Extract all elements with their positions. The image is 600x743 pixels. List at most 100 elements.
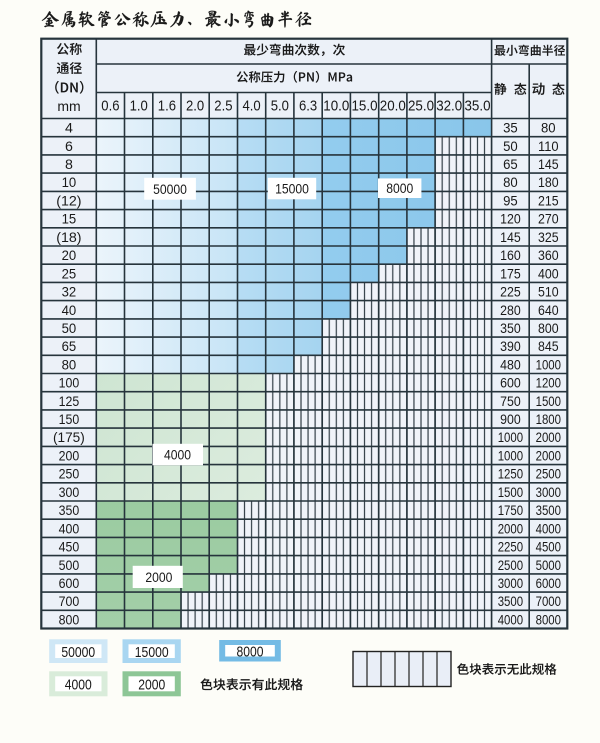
svg-text:110: 110 <box>538 139 559 155</box>
svg-text:3500: 3500 <box>536 503 561 519</box>
svg-text:510: 510 <box>538 285 559 301</box>
svg-text:80: 80 <box>541 121 556 137</box>
svg-text:80: 80 <box>62 357 77 373</box>
svg-text:5000: 5000 <box>536 558 561 574</box>
svg-text:1500: 1500 <box>536 394 561 410</box>
svg-text:(175): (175) <box>53 430 85 446</box>
svg-text:15000: 15000 <box>135 645 169 661</box>
svg-text:32: 32 <box>62 285 77 301</box>
svg-text:6: 6 <box>65 139 73 155</box>
svg-text:4.0: 4.0 <box>243 98 261 115</box>
svg-text:325: 325 <box>538 230 559 246</box>
svg-text:2000: 2000 <box>498 521 523 537</box>
svg-text:50000: 50000 <box>153 182 187 198</box>
svg-text:3000: 3000 <box>498 576 523 592</box>
svg-text:845: 845 <box>538 339 559 355</box>
svg-text:8000: 8000 <box>536 612 561 628</box>
svg-text:4000: 4000 <box>536 521 561 537</box>
svg-text:390: 390 <box>500 339 521 355</box>
svg-text:5.0: 5.0 <box>271 98 289 115</box>
svg-text:600: 600 <box>59 576 80 592</box>
svg-text:4000: 4000 <box>65 678 92 694</box>
svg-text:35: 35 <box>503 121 518 137</box>
svg-text:100: 100 <box>59 376 80 392</box>
svg-text:(12): (12) <box>56 194 81 210</box>
svg-text:4000: 4000 <box>498 612 523 628</box>
svg-text:280: 280 <box>500 303 521 319</box>
svg-text:2000: 2000 <box>536 449 561 465</box>
svg-text:1750: 1750 <box>498 503 523 519</box>
svg-text:250: 250 <box>59 467 80 483</box>
svg-text:50: 50 <box>62 321 77 337</box>
svg-text:800: 800 <box>538 321 559 337</box>
svg-text:150: 150 <box>59 412 80 428</box>
svg-text:2.5: 2.5 <box>214 98 232 115</box>
svg-text:40: 40 <box>62 303 77 319</box>
svg-text:95: 95 <box>503 194 518 210</box>
svg-text:80: 80 <box>503 175 518 191</box>
svg-text:360: 360 <box>538 248 559 264</box>
svg-text:20.0: 20.0 <box>380 98 406 115</box>
svg-text:120: 120 <box>500 212 521 228</box>
svg-text:500: 500 <box>59 558 80 574</box>
svg-text:1800: 1800 <box>536 412 561 428</box>
svg-text:2000: 2000 <box>536 430 561 446</box>
svg-text:8000: 8000 <box>237 645 264 661</box>
svg-text:800: 800 <box>59 612 80 628</box>
svg-text:4: 4 <box>65 121 73 137</box>
svg-text:270: 270 <box>538 212 559 228</box>
svg-text:450: 450 <box>59 540 80 556</box>
svg-text:0.6: 0.6 <box>101 98 119 115</box>
svg-text:(18): (18) <box>56 230 81 246</box>
svg-text:4000: 4000 <box>164 447 191 463</box>
svg-text:8: 8 <box>65 157 73 173</box>
svg-text:1250: 1250 <box>498 467 523 483</box>
svg-text:1000: 1000 <box>536 357 561 373</box>
svg-text:1000: 1000 <box>498 430 523 446</box>
svg-text:3000: 3000 <box>536 485 561 501</box>
svg-text:1.6: 1.6 <box>158 98 176 115</box>
svg-text:6.3: 6.3 <box>299 98 317 115</box>
svg-text:2.0: 2.0 <box>186 98 204 115</box>
svg-text:900: 900 <box>500 412 521 428</box>
svg-text:2500: 2500 <box>498 558 523 574</box>
svg-text:50000: 50000 <box>61 645 95 661</box>
svg-text:600: 600 <box>500 376 521 392</box>
svg-text:640: 640 <box>538 303 559 319</box>
svg-text:2250: 2250 <box>498 540 523 556</box>
svg-text:215: 215 <box>538 194 559 210</box>
svg-text:25.0: 25.0 <box>408 98 434 115</box>
svg-text:2500: 2500 <box>536 467 561 483</box>
svg-text:175: 175 <box>500 266 521 282</box>
svg-text:750: 750 <box>500 394 521 410</box>
svg-text:3500: 3500 <box>498 594 523 610</box>
svg-text:350: 350 <box>59 503 80 519</box>
svg-text:15.0: 15.0 <box>352 98 378 115</box>
svg-text:25: 25 <box>62 266 77 282</box>
svg-text:200: 200 <box>59 449 80 465</box>
svg-text:32.0: 32.0 <box>436 98 462 115</box>
svg-text:480: 480 <box>500 357 521 373</box>
svg-text:8000: 8000 <box>386 181 413 197</box>
svg-text:65: 65 <box>62 339 77 355</box>
svg-text:700: 700 <box>59 594 80 610</box>
svg-text:350: 350 <box>500 321 521 337</box>
svg-text:225: 225 <box>500 285 521 301</box>
svg-text:1000: 1000 <box>498 449 523 465</box>
svg-text:15000: 15000 <box>275 182 309 198</box>
svg-text:1500: 1500 <box>498 485 523 501</box>
svg-text:15: 15 <box>62 212 77 228</box>
svg-text:180: 180 <box>538 175 559 191</box>
svg-text:300: 300 <box>59 485 80 501</box>
svg-text:1200: 1200 <box>536 376 561 392</box>
svg-text:2000: 2000 <box>138 678 165 694</box>
svg-text:65: 65 <box>503 157 518 173</box>
svg-text:4500: 4500 <box>536 540 561 556</box>
svg-text:35.0: 35.0 <box>465 98 491 115</box>
svg-text:400: 400 <box>538 266 559 282</box>
svg-text:125: 125 <box>59 394 80 410</box>
svg-text:145: 145 <box>538 157 559 173</box>
svg-text:400: 400 <box>59 521 80 537</box>
svg-text:6000: 6000 <box>536 576 561 592</box>
svg-text:2000: 2000 <box>145 570 172 586</box>
